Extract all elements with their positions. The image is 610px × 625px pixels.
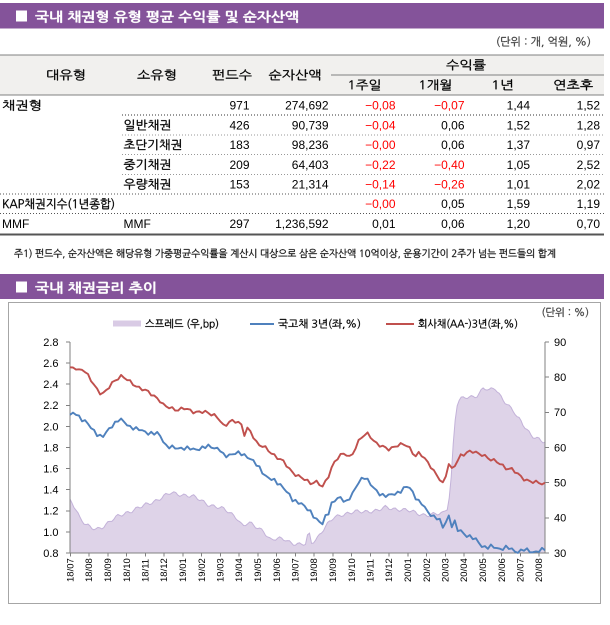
svg-text:19/04: 19/04 [234,558,245,582]
svg-text:−0,00: −0,00 [365,138,396,152]
svg-text:19/02: 19/02 [197,558,208,582]
svg-text:0,06: 0,06 [441,118,465,132]
svg-text:19/01: 19/01 [178,558,189,582]
svg-text:18/07: 18/07 [66,558,77,582]
svg-text:18/08: 18/08 [84,558,95,582]
svg-text:20/07: 20/07 [516,558,527,582]
svg-text:50: 50 [554,478,566,490]
svg-text:19/05: 19/05 [253,558,264,582]
svg-text:−0,07: −0,07 [434,99,465,113]
svg-text:80: 80 [554,372,566,384]
svg-text:90: 90 [554,337,566,349]
svg-text:−0,08: −0,08 [365,99,396,113]
svg-text:1.2: 1.2 [43,506,58,518]
svg-text:1,20: 1,20 [507,217,531,231]
svg-text:40: 40 [554,513,566,525]
svg-text:1,37: 1,37 [507,138,531,152]
svg-text:30: 30 [554,548,566,560]
svg-text:18/09: 18/09 [103,558,114,582]
svg-text:1.8: 1.8 [43,442,58,454]
svg-text:64,403: 64,403 [292,158,329,172]
svg-text:19/11: 19/11 [366,559,377,582]
svg-text:60: 60 [554,442,566,454]
svg-text:−0,22: −0,22 [365,158,396,172]
svg-text:183: 183 [229,138,249,152]
svg-text:0,06: 0,06 [441,217,465,231]
svg-text:297: 297 [229,217,249,231]
svg-text:−0,14: −0,14 [365,178,396,192]
svg-text:19/03: 19/03 [216,558,227,582]
svg-text:19/07: 19/07 [291,558,302,582]
svg-text:209: 209 [229,158,249,172]
svg-text:0.8: 0.8 [43,548,58,560]
svg-text:19/09: 19/09 [328,558,339,582]
svg-text:0,06: 0,06 [441,138,465,152]
svg-text:20/05: 20/05 [478,558,489,582]
svg-text:0,97: 0,97 [577,138,601,152]
svg-text:20/08: 20/08 [534,558,545,582]
svg-text:19/10: 19/10 [347,558,358,582]
svg-text:−0,40: −0,40 [434,158,465,172]
svg-text:2,02: 2,02 [577,178,601,192]
svg-text:98,236: 98,236 [292,138,329,152]
svg-text:−0,04: −0,04 [365,118,396,132]
svg-text:1.0: 1.0 [43,527,58,539]
svg-text:2.6: 2.6 [43,358,58,370]
svg-text:1,236,592: 1,236,592 [275,217,329,231]
svg-text:21,314: 21,314 [292,178,329,192]
svg-text:70: 70 [554,407,566,419]
svg-text:20/06: 20/06 [497,558,508,582]
svg-text:0,01: 0,01 [372,217,396,231]
svg-text:274,692: 274,692 [285,99,329,113]
svg-text:0,05: 0,05 [441,197,465,211]
svg-text:19/08: 19/08 [309,558,320,582]
svg-text:1,01: 1,01 [507,178,531,192]
svg-text:2,52: 2,52 [577,158,601,172]
svg-text:0,70: 0,70 [577,217,601,231]
svg-text:1,05: 1,05 [507,158,531,172]
svg-text:2.0: 2.0 [43,421,58,433]
svg-text:MMF: MMF [124,217,151,231]
svg-text:20/04: 20/04 [459,558,470,582]
svg-text:20/01: 20/01 [403,558,414,582]
svg-text:18/12: 18/12 [159,558,170,582]
svg-text:153: 153 [229,178,249,192]
svg-text:20/02: 20/02 [422,558,433,582]
svg-text:1,52: 1,52 [577,99,601,113]
svg-text:1,28: 1,28 [577,118,601,132]
svg-text:1.6: 1.6 [43,464,58,476]
svg-text:20/03: 20/03 [441,558,452,582]
svg-text:MMF: MMF [2,217,29,231]
svg-text:19/12: 19/12 [384,558,395,582]
svg-text:1.4: 1.4 [43,485,58,497]
svg-text:1,44: 1,44 [507,99,531,113]
svg-text:19/06: 19/06 [272,558,283,582]
svg-text:2.8: 2.8 [43,337,58,349]
svg-text:1,19: 1,19 [577,197,601,211]
svg-text:426: 426 [229,118,249,132]
svg-text:1,52: 1,52 [507,118,531,132]
svg-text:1,59: 1,59 [507,197,531,211]
svg-text:18/10: 18/10 [122,558,133,582]
svg-text:2.2: 2.2 [43,400,58,412]
svg-text:90,739: 90,739 [292,118,329,132]
svg-text:2.4: 2.4 [43,379,58,391]
svg-text:−0,26: −0,26 [434,178,465,192]
svg-text:971: 971 [229,99,249,113]
svg-text:18/11: 18/11 [141,559,152,582]
svg-text:−0,00: −0,00 [365,197,396,211]
